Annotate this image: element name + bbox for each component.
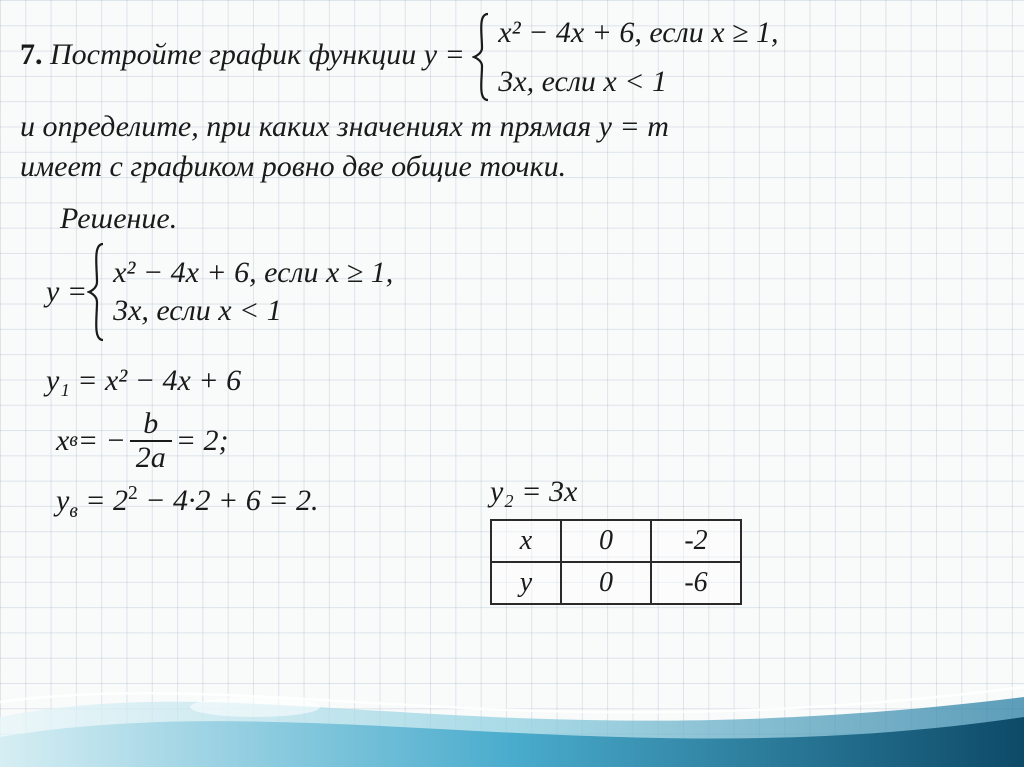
brace-left-icon — [472, 12, 492, 102]
value-table: x 0 -2 y 0 -6 — [490, 519, 742, 605]
problem-case1: x² − 4x + 6, если x ≥ 1, — [498, 10, 778, 55]
xv-sub: в — [69, 430, 77, 452]
solution-case1: x² − 4x + 6, если x ≥ 1, — [113, 256, 393, 290]
solution-piecewise: y = x² − 4x + 6, если x ≥ 1, 3x, если x … — [46, 242, 393, 342]
table-cell: 0 — [561, 520, 651, 562]
problem-line2: и определите, при каких значениях m прям… — [20, 110, 1004, 144]
table-cell: 0 — [561, 562, 651, 604]
table-header-x: x — [491, 520, 561, 562]
decorative-swoosh — [0, 607, 1024, 767]
table-row: x 0 -2 — [491, 520, 741, 562]
table-cell: -2 — [651, 520, 741, 562]
solution-y2-block: y₂ = 3x x 0 -2 y 0 -6 — [490, 475, 742, 605]
brace-left-icon — [87, 242, 107, 342]
solution-y2: y₂ = 3x — [490, 475, 742, 509]
xv-mid: = − — [78, 424, 126, 458]
solution-xv: xв = − b 2a = 2; — [56, 408, 229, 473]
problem-line3: имеет с графиком ровно две общие точки. — [20, 150, 1004, 184]
xv-var: x — [56, 424, 69, 458]
frac-num: b — [137, 408, 164, 440]
fraction-b-2a: b 2a — [130, 408, 172, 473]
solution-y1: y₁ = x² − 4x + 6 — [46, 364, 1004, 398]
solution-case2: 3x, если x < 1 — [113, 294, 393, 328]
table-row: y 0 -6 — [491, 562, 741, 604]
problem-piecewise: x² − 4x + 6, если x ≥ 1, 3x, если x < 1 — [472, 10, 778, 104]
problem-number: 7. — [20, 38, 43, 71]
yv-text: yв = 22 − 4·2 + 6 = 2. — [56, 484, 319, 517]
xv-rhs: = 2; — [176, 424, 229, 458]
table-cell: -6 — [651, 562, 741, 604]
table-header-y: y — [491, 562, 561, 604]
solution-label: Решение. — [60, 202, 1004, 236]
problem-y-eq: y = — [424, 38, 473, 71]
frac-den: 2a — [130, 442, 172, 474]
problem-case2: 3x, если x < 1 — [498, 59, 778, 104]
problem-lead: Постройте график функции — [43, 38, 424, 71]
problem-statement: 7. Постройте график функции y = x² − 4x … — [20, 10, 1004, 104]
solution-y-eq: y = — [46, 275, 87, 309]
